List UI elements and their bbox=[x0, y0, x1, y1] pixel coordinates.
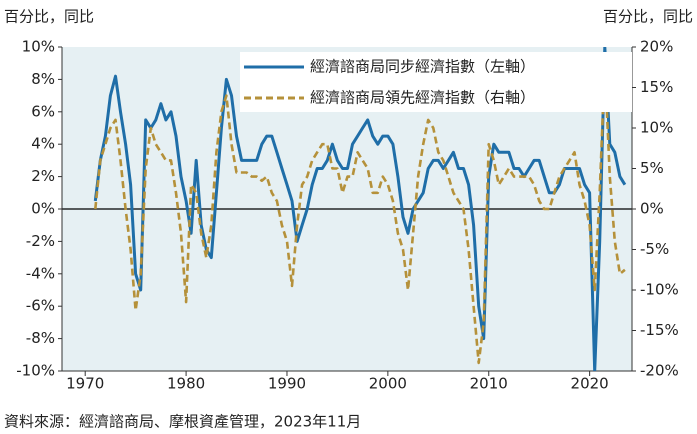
y2-tick-label: 5% bbox=[640, 159, 664, 177]
y2-tick-label: -10% bbox=[640, 281, 679, 299]
y2-tick-label: 20% bbox=[640, 38, 673, 56]
y-tick-label: -10% bbox=[16, 362, 55, 380]
y-tick-label: -4% bbox=[26, 264, 55, 282]
y2-tick-label: -20% bbox=[640, 362, 679, 380]
y-tick-label: 6% bbox=[31, 102, 55, 120]
legend-label: 經濟諮商局同步經濟指數（左軸） bbox=[310, 58, 535, 76]
y-tick-label: 2% bbox=[31, 167, 55, 185]
x-tick-label: 1970 bbox=[66, 375, 104, 393]
y2-tick-label: 0% bbox=[640, 200, 664, 218]
y2-axis-label: 百分比，同比 bbox=[603, 8, 693, 26]
x-tick-label: 1990 bbox=[268, 375, 306, 393]
y-axis-label: 百分比，同比 bbox=[4, 8, 94, 26]
y-tick-label: -8% bbox=[26, 329, 55, 347]
legend-label: 經濟諮商局領先經濟指數（右軸） bbox=[310, 89, 535, 107]
y-tick-label: 8% bbox=[31, 70, 55, 88]
y-tick-label: -2% bbox=[26, 232, 55, 250]
x-tick-label: 2000 bbox=[369, 375, 407, 393]
series-line bbox=[93, 47, 627, 371]
y-tick-label: 4% bbox=[31, 135, 55, 153]
series-line bbox=[94, 61, 626, 365]
y-tick-label: 0% bbox=[31, 200, 55, 218]
y2-tick-label: -15% bbox=[640, 321, 679, 339]
x-tick-label: 1980 bbox=[167, 375, 205, 393]
y2-tick-label: 10% bbox=[640, 119, 673, 137]
y2-tick-label: -5% bbox=[640, 240, 669, 258]
y-tick-label: -6% bbox=[26, 297, 55, 315]
y-tick-label: 10% bbox=[22, 38, 55, 56]
source-note: 資料來源：經濟諮商局、摩根資產管理，2023年11月 bbox=[4, 413, 361, 431]
x-tick-label: 2010 bbox=[470, 375, 508, 393]
legend-box bbox=[240, 52, 632, 112]
y2-tick-label: 15% bbox=[640, 78, 673, 96]
x-tick-label: 2020 bbox=[571, 375, 609, 393]
